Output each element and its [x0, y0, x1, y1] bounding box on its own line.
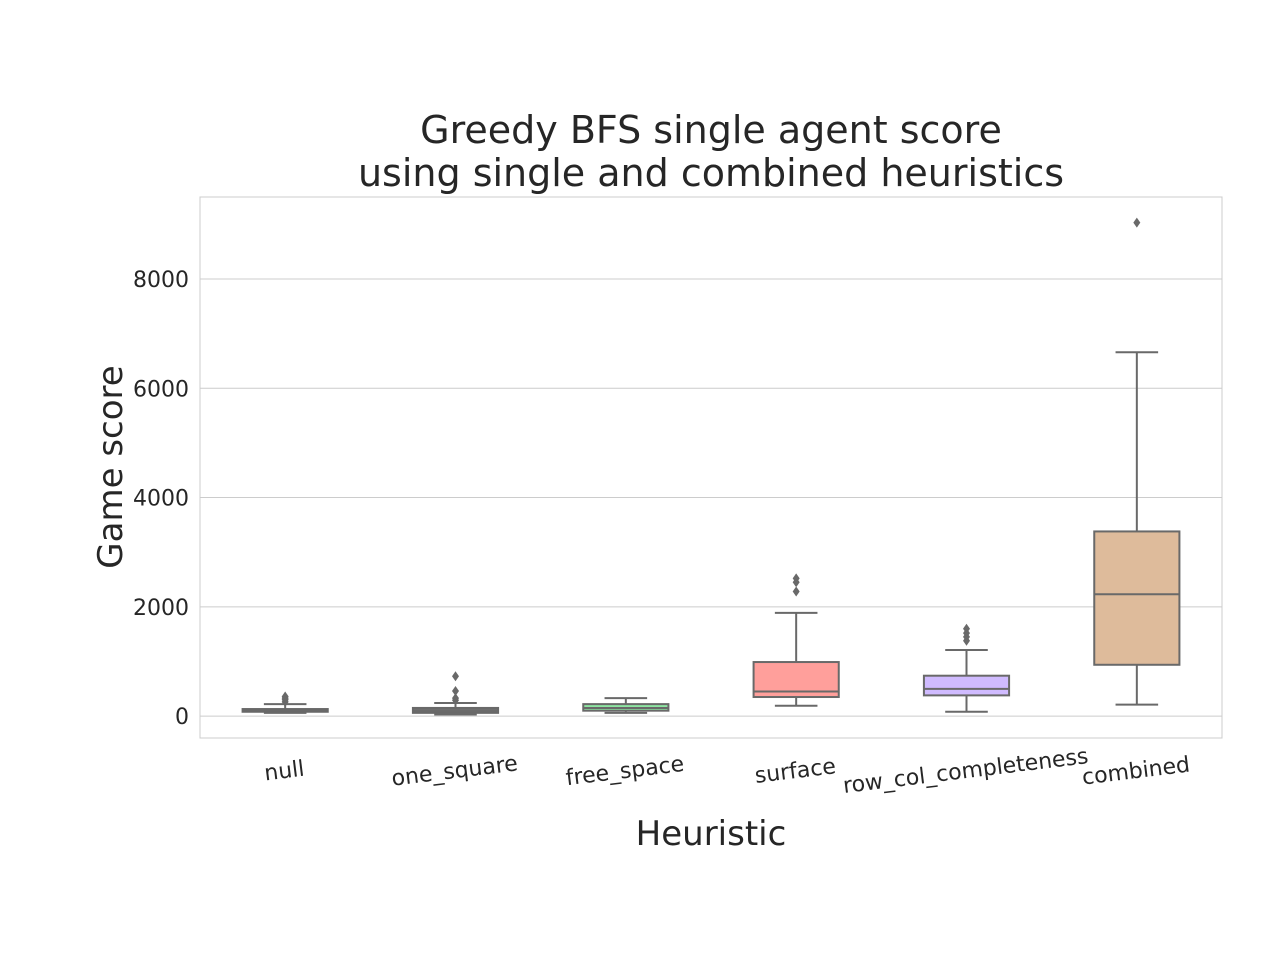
x-tick-label: free_space: [565, 752, 686, 791]
chart-title-line-1: Greedy BFS single agent score: [420, 108, 1002, 152]
x-axis-label: Heuristic: [636, 814, 787, 854]
y-axis-label: Game score: [91, 365, 131, 568]
outlier-point: [963, 623, 970, 634]
box-row_col_completeness: [922, 674, 1011, 697]
y-tick-label: 0: [175, 705, 189, 730]
outlier-point: [281, 691, 289, 702]
outlier-point: [1133, 217, 1141, 228]
outlier-point: [452, 686, 459, 697]
plot-frame: [199, 196, 1223, 739]
plot-area: 0 2000 4000 6000 8000 null one_square free_spac…: [133, 196, 1223, 799]
chart-title-line-2: using single and combined heuristics: [358, 151, 1064, 195]
x-tick-label: null: [263, 757, 306, 787]
x-tick-label: surface: [753, 754, 837, 789]
outlier-point: [452, 671, 459, 682]
outlier-point: [792, 586, 800, 597]
outlier-point: [792, 573, 800, 584]
y-tick-label: 6000: [133, 377, 189, 402]
y-tick-label: 8000: [133, 268, 189, 293]
box-combined: [1093, 530, 1181, 666]
x-tick-label: one_square: [390, 751, 519, 791]
x-tick-label: combined: [1081, 753, 1192, 791]
x-tick-label: row_col_completeness: [842, 744, 1090, 799]
outlier-point: [452, 693, 459, 704]
y-tick-label: 2000: [133, 596, 189, 621]
y-tick-label: 4000: [133, 487, 189, 512]
